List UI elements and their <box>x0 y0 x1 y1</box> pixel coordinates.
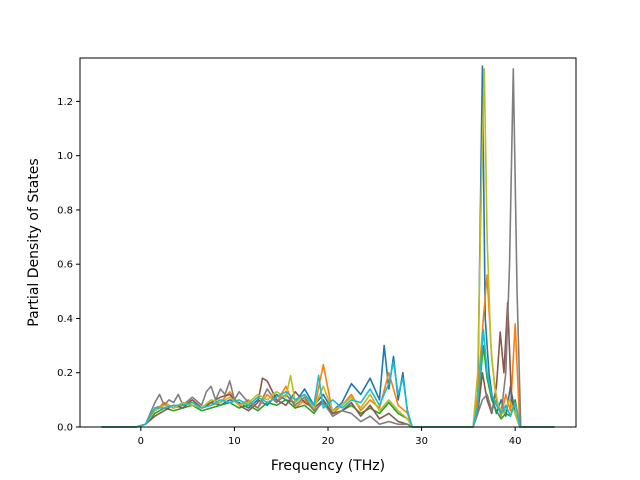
series-line-7 <box>101 328 555 428</box>
x-tick-label: 0 <box>138 436 144 447</box>
x-tick-label: 20 <box>322 436 335 447</box>
y-axis-ticks: 0.0 0.2 0.4 0.6 0.8 1.0 1.2 <box>57 97 80 434</box>
y-tick-label: 0.4 <box>57 314 73 325</box>
series-line-5 <box>101 68 555 428</box>
y-tick-label: 1.0 <box>57 151 73 162</box>
series-layer <box>101 65 555 428</box>
series-line-6 <box>101 68 555 428</box>
x-axis-label: Frequency (THz) <box>271 458 385 474</box>
y-tick-label: 1.2 <box>57 97 73 108</box>
y-axis-label: Partial Density of States <box>26 158 42 326</box>
x-axis-ticks: 0 10 20 30 40 <box>138 427 522 447</box>
y-tick-label: 0.8 <box>57 205 73 216</box>
x-tick-label: 40 <box>509 436 522 447</box>
y-tick-label: 0.2 <box>57 368 73 379</box>
x-tick-label: 10 <box>228 436 241 447</box>
y-tick-label: 0.0 <box>57 423 73 434</box>
x-tick-label: 30 <box>415 436 428 447</box>
y-tick-label: 0.6 <box>57 260 73 271</box>
